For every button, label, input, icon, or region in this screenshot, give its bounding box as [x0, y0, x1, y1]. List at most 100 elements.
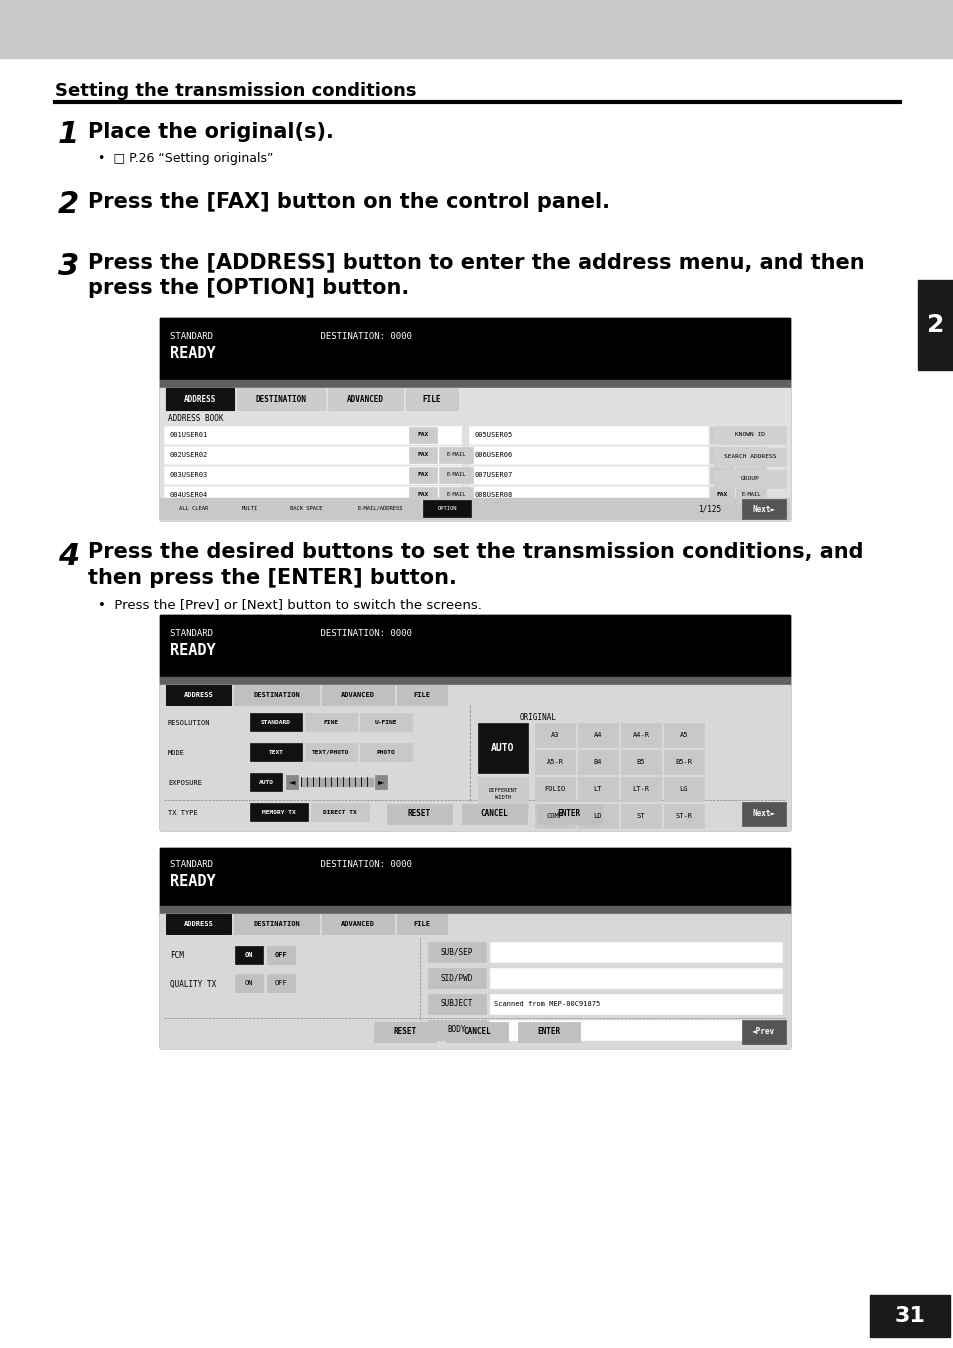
Bar	[160, 848, 789, 1047]
Text: OFF: OFF	[274, 980, 287, 985]
Text: ADDRESS BOOK: ADDRESS BOOK	[168, 414, 223, 423]
Text: Setting the transmission conditions: Setting the transmission conditions	[55, 82, 416, 100]
Bar	[160, 318, 789, 520]
Text: SID/PWD: SID/PWD	[440, 973, 473, 983]
Text: BODY: BODY	[447, 1026, 466, 1034]
Bar	[311, 803, 369, 821]
Text: Press the desired buttons to set the transmission conditions, and: Press the desired buttons to set the tra…	[88, 542, 862, 562]
Bar	[267, 975, 294, 992]
Text: TX TYPE: TX TYPE	[168, 810, 197, 816]
Text: FILE: FILE	[413, 921, 430, 927]
Text: 006USER06: 006USER06	[475, 452, 513, 458]
Text: DIRECT TX: DIRECT TX	[323, 810, 356, 814]
Text: A4: A4	[593, 732, 601, 737]
Text: Press the [FAX] button on the control panel.: Press the [FAX] button on the control pa…	[88, 191, 609, 212]
Bar	[620, 723, 660, 747]
Bar	[359, 713, 412, 731]
Text: E-MAIL: E-MAIL	[446, 473, 465, 477]
Bar	[735, 487, 765, 503]
Bar	[713, 426, 785, 443]
Bar	[535, 723, 575, 747]
Bar	[709, 427, 733, 443]
Text: ADDRESS: ADDRESS	[183, 692, 213, 698]
Text: E-MAIL: E-MAIL	[446, 492, 465, 497]
Text: DESTINATION: DESTINATION	[253, 692, 299, 698]
Bar	[322, 685, 394, 705]
Text: STANDARD                    DESTINATION: 0000: STANDARD DESTINATION: 0000	[170, 630, 412, 638]
Text: 008USER08: 008USER08	[475, 492, 513, 497]
Bar	[160, 380, 789, 388]
Bar	[477, 723, 527, 772]
Text: FAX: FAX	[416, 453, 428, 457]
Bar	[0, 0, 953, 58]
Text: TEXT: TEXT	[268, 749, 283, 755]
Bar	[396, 914, 447, 934]
Text: 002USER02: 002USER02	[170, 452, 208, 458]
Text: FAX: FAX	[716, 453, 727, 457]
Bar	[517, 1022, 579, 1042]
Bar	[709, 448, 733, 462]
Bar	[469, 487, 707, 504]
Text: QUALITY TX: QUALITY TX	[170, 980, 216, 988]
Text: B5-R: B5-R	[675, 759, 692, 766]
Bar	[578, 723, 618, 747]
Text: U-FINE: U-FINE	[375, 720, 396, 724]
Text: TEXT/PHOTO: TEXT/PHOTO	[312, 749, 350, 755]
Text: A3: A3	[550, 732, 558, 737]
Bar	[735, 427, 765, 443]
Text: E-MAIL: E-MAIL	[740, 492, 760, 497]
Text: CANCEL: CANCEL	[463, 1027, 491, 1037]
Text: DESTINATION: DESTINATION	[255, 395, 306, 403]
Text: •  Press the [Prev] or [Next] button to switch the screens.: • Press the [Prev] or [Next] button to s…	[98, 599, 481, 611]
Bar	[322, 914, 394, 934]
Text: 1/125: 1/125	[698, 504, 720, 514]
Text: ADVANCED: ADVANCED	[340, 692, 375, 698]
Text: SEARCH ADDRESS: SEARCH ADDRESS	[723, 454, 776, 460]
Text: FILE: FILE	[413, 692, 430, 698]
Bar	[160, 615, 789, 830]
Bar	[469, 446, 707, 464]
Text: STANDARD: STANDARD	[261, 720, 291, 724]
Bar	[374, 1022, 436, 1042]
Text: ADDRESS: ADDRESS	[183, 921, 213, 927]
Text: STANDARD                    DESTINATION: 0000: STANDARD DESTINATION: 0000	[170, 860, 412, 869]
Bar	[234, 975, 263, 992]
Bar	[438, 448, 473, 462]
Text: FAX: FAX	[416, 433, 428, 438]
Bar	[250, 743, 302, 762]
Text: E-MAIL: E-MAIL	[446, 453, 465, 457]
Text: Next►: Next►	[752, 809, 775, 817]
Bar	[164, 426, 460, 443]
Text: 2: 2	[926, 313, 943, 337]
Text: LG: LG	[679, 786, 687, 793]
Bar	[620, 749, 660, 774]
Bar	[250, 772, 282, 791]
Text: 007USER07: 007USER07	[475, 472, 513, 479]
Bar	[469, 426, 707, 443]
Text: FAX: FAX	[716, 492, 727, 497]
Text: FCM: FCM	[170, 952, 184, 961]
Text: 2: 2	[58, 190, 79, 218]
Bar	[236, 388, 325, 410]
Text: FOLIO: FOLIO	[544, 786, 565, 793]
Text: 4: 4	[58, 542, 79, 572]
Bar	[164, 500, 224, 518]
Text: ADDRESS: ADDRESS	[184, 395, 216, 403]
Text: then press the [ENTER] button.: then press the [ENTER] button.	[88, 568, 456, 588]
Text: EXPOSURE: EXPOSURE	[168, 780, 202, 786]
Bar	[409, 487, 436, 503]
Text: Next►: Next►	[752, 504, 775, 514]
Bar	[446, 1022, 508, 1042]
Bar	[735, 448, 765, 462]
Bar	[713, 470, 785, 488]
Text: B4: B4	[593, 759, 601, 766]
Bar	[477, 776, 527, 811]
Bar	[160, 318, 789, 380]
Text: DIFFERENT
WIDTH: DIFFERENT WIDTH	[488, 789, 517, 799]
Text: MEMORY TX: MEMORY TX	[262, 810, 295, 814]
Text: STANDARD                    DESTINATION: 0000: STANDARD DESTINATION: 0000	[170, 332, 412, 341]
Bar	[469, 466, 707, 484]
Bar	[663, 803, 703, 828]
Text: E-MAIL: E-MAIL	[740, 453, 760, 457]
Bar	[267, 946, 294, 964]
